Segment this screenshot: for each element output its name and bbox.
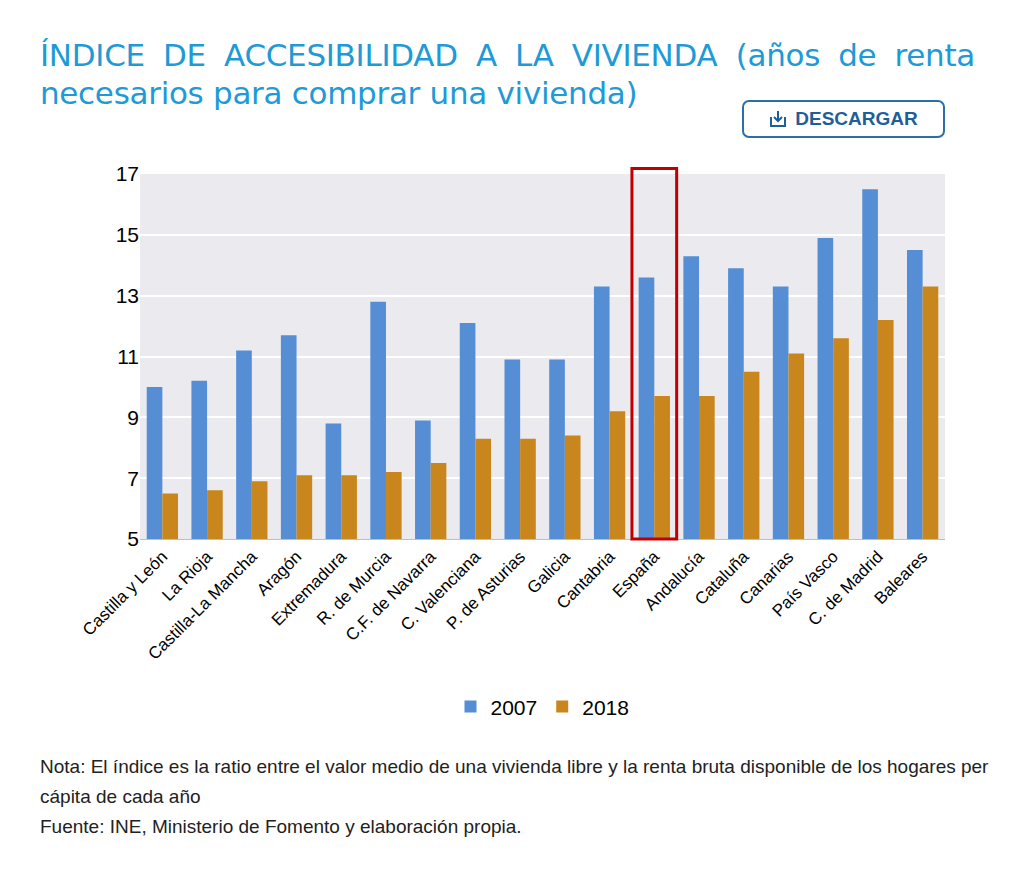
svg-text:Galicia: Galicia: [524, 547, 575, 598]
svg-text:Baleares: Baleares: [871, 547, 932, 608]
svg-text:Castilla-La Mancha: Castilla-La Mancha: [144, 547, 261, 664]
svg-text:15: 15: [116, 223, 139, 246]
svg-text:Andalucía: Andalucía: [641, 547, 708, 614]
svg-text:13: 13: [116, 284, 139, 307]
svg-text:Cataluña: Cataluña: [691, 547, 753, 609]
svg-text:11: 11: [117, 345, 139, 368]
svg-text:5: 5: [127, 527, 139, 550]
svg-text:C.F. de Navarra: C.F. de Navarra: [342, 547, 440, 645]
svg-text:P. de Asturias: P. de Asturias: [443, 547, 529, 633]
svg-text:9: 9: [127, 406, 139, 429]
svg-text:La Rioja: La Rioja: [158, 547, 216, 605]
html-text:DESCARGAR: DESCARGAR: [795, 108, 918, 129]
svg-text:17: 17: [116, 162, 139, 185]
svg-text:C. Valenciana: C. Valenciana: [397, 547, 485, 635]
svg-text:Extremadura: Extremadura: [268, 547, 351, 630]
html-text:Fuente: INE, Ministerio de Fom: Fuente: INE, Ministerio de Fomento y ela…: [40, 816, 522, 837]
svg-text:2018: 2018: [582, 696, 629, 719]
svg-text:Castilla y León: Castilla y León: [79, 547, 171, 639]
svg-text:Canarias: Canarias: [736, 547, 798, 609]
html-text:ÍNDICE DE ACCESIBILIDAD A LA V: ÍNDICE DE ACCESIBILIDAD A LA VIVIENDA (a…: [40, 37, 975, 111]
svg-text:R. de Murcia: R. de Murcia: [313, 547, 395, 629]
svg-text:España: España: [609, 547, 664, 602]
html-text:Nota: El índice es la ratio en: Nota: El índice es la ratio entre el val…: [40, 756, 989, 807]
svg-text:C. de Madrid: C. de Madrid: [805, 547, 887, 629]
svg-text:Cantabria: Cantabria: [553, 547, 619, 613]
svg-text:7: 7: [127, 467, 139, 490]
svg-text:2007: 2007: [491, 696, 538, 719]
svg-text:Aragón: Aragón: [253, 547, 305, 599]
svg-text:País Vasco: País Vasco: [769, 547, 842, 620]
